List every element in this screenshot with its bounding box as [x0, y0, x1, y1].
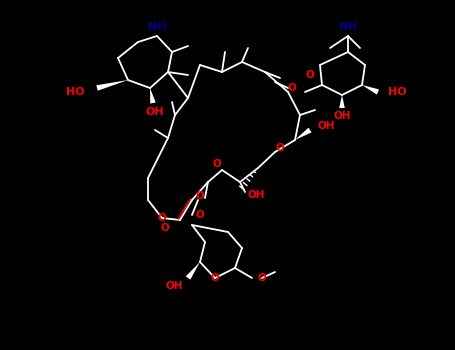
- Text: OH: OH: [318, 121, 335, 131]
- Text: OH: OH: [333, 111, 351, 121]
- Polygon shape: [150, 88, 156, 104]
- Text: OH: OH: [146, 107, 164, 117]
- Text: O: O: [196, 210, 204, 220]
- Text: O: O: [212, 159, 222, 169]
- Text: O: O: [276, 143, 284, 153]
- Text: O: O: [196, 191, 204, 201]
- Polygon shape: [186, 262, 200, 280]
- Text: O: O: [258, 273, 267, 283]
- Polygon shape: [339, 95, 345, 108]
- Polygon shape: [96, 80, 128, 91]
- Text: HO: HO: [66, 87, 85, 97]
- Polygon shape: [362, 85, 379, 94]
- Text: O: O: [306, 70, 314, 80]
- Text: O: O: [211, 273, 219, 283]
- Text: O: O: [161, 223, 169, 233]
- Text: OH: OH: [166, 281, 183, 291]
- Text: NH: NH: [339, 22, 357, 32]
- Text: O: O: [287, 83, 296, 93]
- Text: OH: OH: [248, 190, 266, 200]
- Polygon shape: [295, 128, 312, 140]
- Text: O: O: [157, 213, 167, 223]
- Text: NH: NH: [148, 22, 166, 32]
- Text: HO: HO: [388, 87, 407, 97]
